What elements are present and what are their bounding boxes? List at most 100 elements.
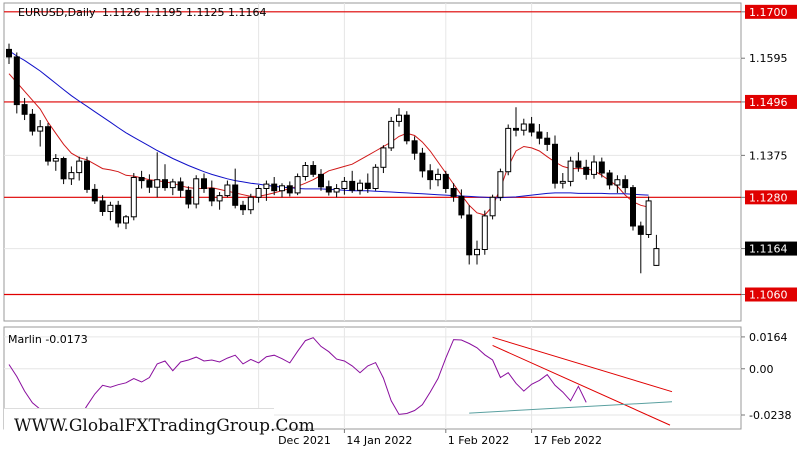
candle	[99, 195, 106, 216]
candle-body-bull	[130, 177, 137, 218]
candle-body-bear	[271, 183, 278, 192]
level-label-text: 1.1280	[749, 191, 788, 204]
candle	[505, 124, 512, 176]
candle-body-bear	[232, 184, 239, 206]
candle-body-bear	[45, 126, 51, 162]
candle-body-bull	[255, 188, 262, 198]
candle	[637, 221, 644, 274]
candle-body-bear	[13, 56, 20, 106]
candle	[536, 124, 543, 145]
candle	[279, 183, 285, 198]
candle	[52, 154, 59, 171]
candle	[45, 123, 51, 166]
oscillator-axis-label: 0.0164	[749, 331, 788, 344]
candle	[247, 193, 254, 215]
candle-body-bear	[442, 173, 449, 189]
candle	[271, 177, 278, 196]
candle	[232, 168, 239, 209]
candle	[396, 108, 402, 127]
candle-body-bull	[263, 183, 270, 190]
candle	[13, 52, 20, 114]
price-axis-label: 1.1595	[749, 52, 788, 65]
candle-body-bear	[403, 114, 410, 142]
level-label-bg	[745, 94, 797, 109]
candle-body-bear	[21, 104, 28, 115]
time-axis-label: 14 Jan 2022	[346, 434, 412, 447]
candle-body-bear	[286, 185, 293, 194]
candle-body-bull	[567, 160, 574, 182]
candle-body-bull	[614, 179, 621, 186]
watermark-box: WWW.GlobalFXTradingGroup.Com	[4, 408, 315, 445]
candle	[489, 194, 496, 220]
candle-body-bear	[177, 181, 184, 191]
candle-body-bull	[520, 123, 527, 131]
candle	[60, 156, 67, 185]
candle	[474, 240, 480, 265]
candle	[575, 152, 582, 172]
candle-body-bull	[216, 195, 223, 202]
candle	[84, 156, 90, 193]
candle	[302, 162, 309, 181]
channel-lower-line	[492, 345, 671, 426]
candle-body-bear	[146, 180, 153, 188]
candle	[419, 147, 426, 178]
candle	[240, 200, 246, 215]
candle	[6, 43, 12, 64]
candle	[208, 180, 215, 207]
price-panel-frame	[3, 2, 742, 322]
candle-body-bull	[302, 165, 309, 177]
candle	[333, 184, 340, 198]
level-label-text: 1.1496	[749, 96, 788, 109]
candle	[450, 183, 457, 202]
candle-body-bull	[68, 172, 75, 180]
candle-body-bear	[528, 123, 535, 133]
candle	[372, 164, 379, 191]
time-axis-label: 1 Feb 2022	[448, 434, 509, 447]
candle	[442, 170, 449, 193]
candle	[427, 164, 434, 190]
candle-body-bull	[279, 185, 285, 192]
candle	[341, 177, 348, 195]
candle	[185, 186, 192, 209]
level-label-bg	[745, 190, 797, 205]
candle	[146, 174, 153, 193]
candle-body-bear	[29, 113, 36, 132]
time-axis: 29 Dec 2021 14 Jan 2022 1 Feb 2022 17 Feb 2…	[258, 429, 602, 447]
candle	[91, 184, 98, 204]
candle	[193, 175, 200, 209]
chart-symbol-label: EURUSD,Daily	[18, 6, 96, 19]
candle-body-bull	[388, 120, 395, 149]
candle	[614, 175, 621, 193]
candle-body-bull	[380, 147, 387, 168]
candle	[591, 155, 597, 179]
candle-body-bull	[372, 166, 379, 190]
channel-upper-line	[492, 336, 673, 393]
candle-body-bull	[357, 182, 363, 191]
candle-body-bull	[474, 248, 480, 256]
candle-body-bull	[52, 158, 59, 162]
candle	[294, 173, 301, 196]
candle-body-bull	[645, 200, 652, 235]
candle-body-bull	[107, 204, 114, 213]
candle-body-bear	[99, 200, 106, 212]
candle	[154, 152, 161, 198]
horizontal-levels	[4, 11, 741, 296]
candle	[201, 173, 207, 193]
marlin-line	[8, 337, 587, 422]
oscillator-axis-label: 0.00	[749, 363, 774, 376]
candle	[544, 131, 551, 151]
chart-ohlc-readout: 1.1126 1.1195 1.1125 1.1164	[102, 6, 266, 19]
candle-body-bear	[60, 158, 67, 180]
candle	[435, 168, 441, 187]
candle	[357, 179, 363, 195]
candle	[138, 170, 145, 189]
candle-body-bear	[458, 195, 465, 216]
candle	[169, 178, 176, 196]
level-label-text: 1.1700	[749, 6, 788, 19]
candle-body-bear	[325, 186, 332, 193]
candle	[598, 157, 605, 178]
candle	[224, 180, 231, 198]
candle-body-bear	[115, 204, 122, 224]
candle	[567, 156, 574, 187]
